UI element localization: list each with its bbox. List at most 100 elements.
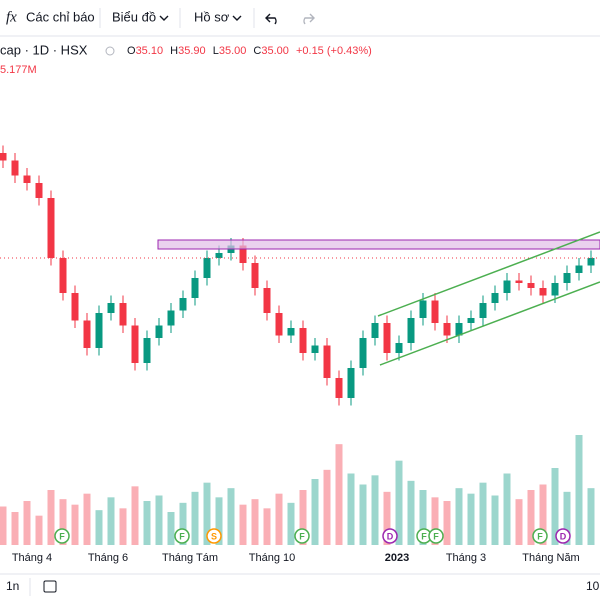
- volume-bar: [587, 488, 595, 545]
- volume-bar: [35, 515, 43, 545]
- candle-body: [47, 198, 55, 258]
- event-label: S: [211, 531, 217, 541]
- candle-body: [479, 303, 487, 318]
- indicators-button[interactable]: Các chỉ báo: [26, 9, 95, 24]
- event-marker[interactable]: [555, 528, 571, 544]
- volume-bar: [11, 512, 19, 545]
- candle-body: [95, 313, 103, 348]
- undo-button[interactable]: [265, 13, 277, 25]
- channel-upper[interactable]: [377, 231, 600, 317]
- volume-bar: [503, 473, 511, 545]
- candle-body: [299, 328, 307, 353]
- x-axis-label: Tháng 6: [88, 552, 128, 564]
- candle-body: [539, 288, 547, 296]
- ohlc: O35.10 H35.90 L35.00 C35.00 +0.15 (+0.43…: [127, 45, 372, 57]
- resistance-zone[interactable]: [157, 239, 600, 250]
- volume-bar: [83, 493, 91, 545]
- change: +0.15 (+0.43%): [296, 45, 372, 57]
- candle-body: [179, 298, 187, 311]
- candle-body: [35, 183, 43, 198]
- volume-bar: [59, 499, 67, 545]
- event-label: D: [387, 531, 394, 541]
- event-marker[interactable]: [174, 528, 190, 544]
- candle-body: [155, 325, 163, 338]
- volume-bar: [23, 501, 31, 545]
- event-marker[interactable]: [294, 528, 310, 544]
- o-label: O: [127, 45, 136, 57]
- event-marker[interactable]: [532, 528, 548, 544]
- c-label: C: [253, 45, 261, 57]
- event-marker[interactable]: [206, 528, 222, 544]
- volume-bar: [227, 488, 235, 545]
- volume-bar: [335, 444, 343, 545]
- volume-bar: [407, 480, 415, 545]
- volume-bar: [71, 504, 79, 545]
- event-label: F: [179, 531, 185, 541]
- event-marker[interactable]: [54, 528, 70, 544]
- candle-body: [275, 313, 283, 336]
- x-axis-label: Tháng 4: [12, 552, 52, 564]
- candle-body: [71, 293, 79, 321]
- volume-bar: [131, 486, 139, 545]
- volume-bar: [359, 484, 367, 545]
- volume-bar: [431, 497, 439, 545]
- candle-body: [311, 345, 319, 353]
- volume-bar: [215, 497, 223, 545]
- open: 35.10: [136, 45, 164, 57]
- volume-bar: [263, 508, 271, 545]
- chevron: [159, 15, 169, 21]
- candle-body: [263, 288, 271, 313]
- candle-body: [563, 273, 571, 283]
- volume-bar: [419, 490, 427, 545]
- channel-lower[interactable]: [379, 281, 600, 366]
- candle-body: [467, 318, 475, 323]
- volume-bar: [347, 473, 355, 545]
- volume-bar: [179, 502, 187, 545]
- volume-bar: [47, 490, 55, 545]
- x-axis-label: Tháng 10: [249, 552, 295, 564]
- candle-body: [359, 338, 367, 368]
- candle-body: [575, 265, 583, 273]
- volume-bar: [443, 501, 451, 545]
- volume-bar: [539, 484, 547, 545]
- redo-button[interactable]: [303, 13, 315, 25]
- candle-body: [0, 153, 7, 161]
- fx-icon[interactable]: fx: [6, 9, 17, 25]
- low: 35.00: [219, 45, 247, 57]
- candle-body: [431, 300, 439, 323]
- candle-body: [11, 160, 19, 176]
- volume-bar: [491, 495, 499, 545]
- volume-bar: [455, 488, 463, 545]
- range-button[interactable]: 1n: [6, 579, 19, 593]
- volume-bar: [287, 502, 295, 545]
- volume-bar: [299, 490, 307, 545]
- profile-button[interactable]: Hồ sơ: [194, 9, 230, 24]
- candle-body: [191, 278, 199, 298]
- candle-body: [167, 310, 175, 326]
- candle-body: [107, 303, 115, 313]
- volume-bar: [167, 512, 175, 545]
- close: 35.00: [261, 45, 289, 57]
- event-marker[interactable]: [382, 528, 398, 544]
- high: 35.90: [178, 45, 206, 57]
- x-axis-label: Tháng 3: [446, 552, 486, 564]
- candle-body: [59, 258, 67, 293]
- candle-body: [119, 303, 127, 326]
- candle-body: [515, 280, 523, 283]
- event-marker[interactable]: [428, 528, 444, 544]
- volume-bar: [467, 493, 475, 545]
- volume-bar: [323, 469, 331, 545]
- chart-button[interactable]: Biểu đồ: [112, 9, 156, 24]
- candle-body: [383, 323, 391, 353]
- candle-body: [551, 283, 559, 296]
- volume-bar: [119, 508, 127, 545]
- event-label: F: [59, 531, 65, 541]
- symbol[interactable]: cap · 1D · HSX: [0, 42, 88, 57]
- volume-bar: [107, 497, 115, 545]
- volume-bar: [239, 504, 247, 545]
- channel-edge: [378, 316, 380, 365]
- x-axis-label: 2023: [385, 552, 409, 564]
- volume-bar: [551, 468, 559, 545]
- date-range-icon[interactable]: [43, 580, 57, 593]
